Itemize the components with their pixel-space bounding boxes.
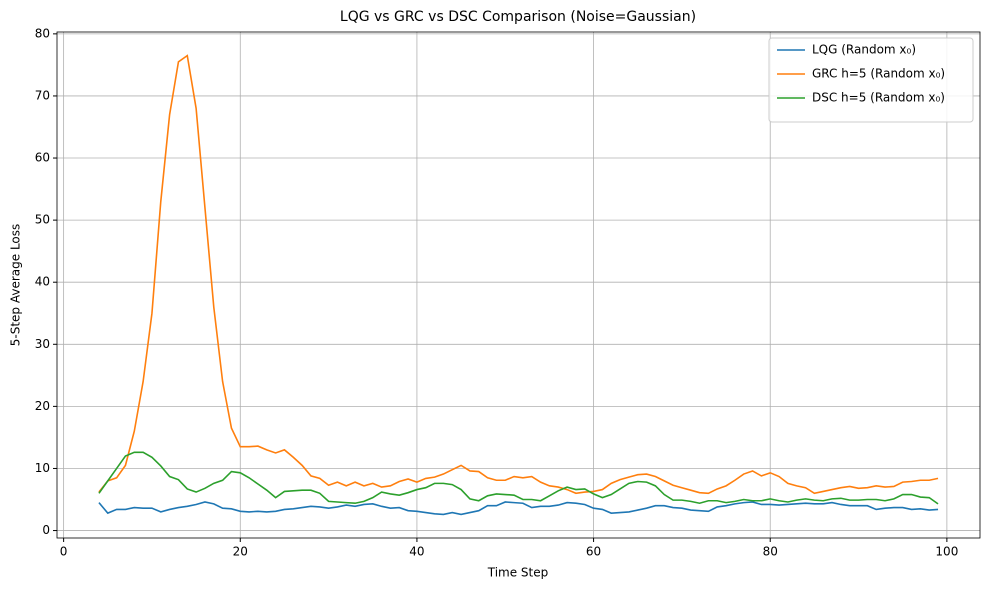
line-series (98, 54, 939, 495)
legend-label: DSC h=5 (Random x₀) (812, 91, 945, 105)
legend-label: LQG (Random x₀) (812, 43, 916, 57)
x-tick-label: 80 (763, 545, 778, 559)
y-tick-label: 80 (35, 26, 50, 40)
x-tick-label: 20 (233, 545, 248, 559)
y-tick-label: 0 (42, 523, 50, 537)
y-tick-label: 70 (35, 88, 50, 102)
legend-label: GRC h=5 (Random x₀) (812, 67, 945, 81)
y-tick-label: 30 (35, 337, 50, 351)
y-tick-label: 20 (35, 399, 50, 413)
y-tick-label: 60 (35, 151, 50, 165)
y-tick-label: 10 (35, 461, 50, 475)
legend-box (768, 37, 974, 123)
line-series (98, 501, 939, 516)
x-axis-label: Time Step (487, 566, 549, 580)
x-tick-label: 60 (586, 545, 601, 559)
y-tick-label: 40 (35, 275, 50, 289)
x-tick-label: 0 (60, 545, 68, 559)
line-series (98, 451, 939, 505)
chart-title: LQG vs GRC vs DSC Comparison (Noise=Gaus… (340, 9, 696, 25)
plot-frame (56, 31, 981, 539)
x-tick-label: 100 (935, 545, 958, 559)
x-tick-label: 40 (409, 545, 424, 559)
y-axis-label: 5-Step Average Loss (9, 224, 23, 347)
y-tick-label: 50 (35, 213, 50, 227)
